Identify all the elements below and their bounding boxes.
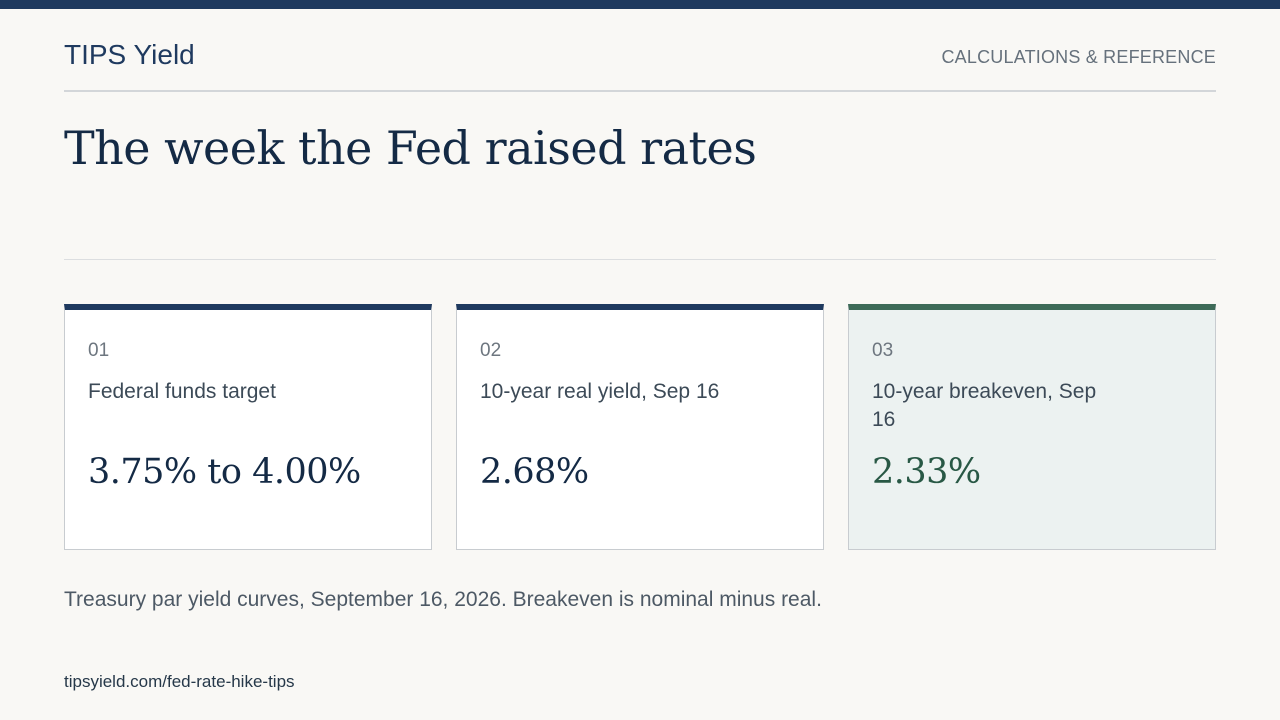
card-value: 2.68%: [480, 452, 589, 492]
stat-card-fed-funds: 01 Federal funds target 3.75% to 4.00%: [64, 304, 432, 550]
stat-card-breakeven: 03 10-year breakeven, Sep 16 2.33%: [848, 304, 1216, 550]
card-label: 10-year breakeven, Sep 16: [872, 380, 1097, 431]
card-number: 02: [480, 340, 502, 361]
footer-url[interactable]: tipsyield.com/fed-rate-hike-tips: [64, 672, 295, 691]
card-value: 2.33%: [872, 452, 981, 492]
card-number: 01: [88, 340, 110, 361]
title-divider: [64, 259, 1216, 260]
brand-name: TIPS Yield: [64, 39, 195, 70]
header-divider: [64, 90, 1216, 92]
section-label: CALCULATIONS & REFERENCE: [941, 47, 1216, 67]
card-value: 3.75% to 4.00%: [88, 452, 361, 492]
top-accent-bar: [0, 0, 1280, 9]
page-title: The week the Fed raised rates: [64, 121, 757, 175]
source-note: Treasury par yield curves, September 16,…: [64, 588, 822, 611]
card-label: 10-year real yield, Sep 16: [480, 380, 720, 403]
card-label: Federal funds target: [88, 380, 276, 403]
card-number: 03: [872, 340, 894, 361]
stat-card-real-yield: 02 10-year real yield, Sep 16 2.68%: [456, 304, 824, 550]
